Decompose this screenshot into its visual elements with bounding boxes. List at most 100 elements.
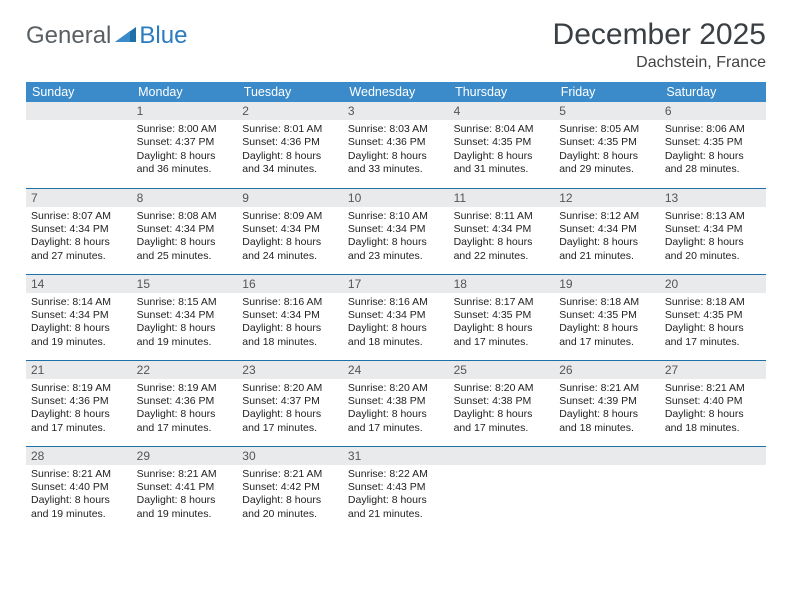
title-block: December 2025 Dachstein, France: [553, 18, 766, 72]
calendar-cell: 27Sunrise: 8:21 AMSunset: 4:40 PMDayligh…: [660, 360, 766, 446]
sunrise-line: Sunrise: 8:04 AM: [454, 123, 550, 136]
daylight-line: Daylight: 8 hours and 17 minutes.: [559, 322, 655, 349]
daylight-line: Daylight: 8 hours and 29 minutes.: [559, 150, 655, 177]
daylight-line: Daylight: 8 hours and 17 minutes.: [454, 322, 550, 349]
day-number: 5: [554, 102, 660, 120]
weekday-header: Sunday: [26, 82, 132, 102]
day-data: Sunrise: 8:19 AMSunset: 4:36 PMDaylight:…: [26, 379, 132, 441]
sunrise-line: Sunrise: 8:21 AM: [242, 468, 338, 481]
sunset-line: Sunset: 4:36 PM: [137, 395, 233, 408]
day-number: 22: [132, 361, 238, 379]
brand-part1: General: [26, 22, 111, 50]
daylight-line: Daylight: 8 hours and 17 minutes.: [665, 322, 761, 349]
day-number: 23: [237, 361, 343, 379]
day-number-empty: [26, 102, 132, 120]
calendar-cell: [449, 446, 555, 532]
daylight-line: Daylight: 8 hours and 20 minutes.: [242, 494, 338, 521]
day-number: 24: [343, 361, 449, 379]
sunset-line: Sunset: 4:35 PM: [454, 136, 550, 149]
sunset-line: Sunset: 4:34 PM: [137, 309, 233, 322]
day-number: 12: [554, 189, 660, 207]
sunset-line: Sunset: 4:36 PM: [31, 395, 127, 408]
day-data: Sunrise: 8:20 AMSunset: 4:38 PMDaylight:…: [343, 379, 449, 441]
sunset-line: Sunset: 4:34 PM: [31, 223, 127, 236]
sunrise-line: Sunrise: 8:19 AM: [31, 382, 127, 395]
calendar-cell: 28Sunrise: 8:21 AMSunset: 4:40 PMDayligh…: [26, 446, 132, 532]
day-number: 26: [554, 361, 660, 379]
sunset-line: Sunset: 4:34 PM: [137, 223, 233, 236]
sunset-line: Sunset: 4:34 PM: [31, 309, 127, 322]
sunset-line: Sunset: 4:34 PM: [242, 223, 338, 236]
daylight-line: Daylight: 8 hours and 22 minutes.: [454, 236, 550, 263]
day-data: Sunrise: 8:17 AMSunset: 4:35 PMDaylight:…: [449, 293, 555, 355]
day-data: Sunrise: 8:21 AMSunset: 4:39 PMDaylight:…: [554, 379, 660, 441]
day-number: 31: [343, 447, 449, 465]
sunset-line: Sunset: 4:36 PM: [348, 136, 444, 149]
day-number: 13: [660, 189, 766, 207]
sunrise-line: Sunrise: 8:21 AM: [31, 468, 127, 481]
sunrise-line: Sunrise: 8:21 AM: [665, 382, 761, 395]
sunrise-line: Sunrise: 8:20 AM: [348, 382, 444, 395]
day-number: 25: [449, 361, 555, 379]
day-number: 3: [343, 102, 449, 120]
daylight-line: Daylight: 8 hours and 25 minutes.: [137, 236, 233, 263]
day-number: 30: [237, 447, 343, 465]
day-data: Sunrise: 8:19 AMSunset: 4:36 PMDaylight:…: [132, 379, 238, 441]
day-number: 4: [449, 102, 555, 120]
sunset-line: Sunset: 4:40 PM: [665, 395, 761, 408]
calendar-cell: 21Sunrise: 8:19 AMSunset: 4:36 PMDayligh…: [26, 360, 132, 446]
day-data: Sunrise: 8:00 AMSunset: 4:37 PMDaylight:…: [132, 120, 238, 182]
calendar-cell: 26Sunrise: 8:21 AMSunset: 4:39 PMDayligh…: [554, 360, 660, 446]
day-data: Sunrise: 8:16 AMSunset: 4:34 PMDaylight:…: [343, 293, 449, 355]
daylight-line: Daylight: 8 hours and 18 minutes.: [348, 322, 444, 349]
calendar-cell: 2Sunrise: 8:01 AMSunset: 4:36 PMDaylight…: [237, 102, 343, 188]
header: General Blue December 2025 Dachstein, Fr…: [26, 18, 766, 72]
day-data: Sunrise: 8:05 AMSunset: 4:35 PMDaylight:…: [554, 120, 660, 182]
brand-part2: Blue: [139, 22, 187, 50]
sunrise-line: Sunrise: 8:19 AM: [137, 382, 233, 395]
daylight-line: Daylight: 8 hours and 18 minutes.: [559, 408, 655, 435]
sunrise-line: Sunrise: 8:05 AM: [559, 123, 655, 136]
day-data: Sunrise: 8:10 AMSunset: 4:34 PMDaylight:…: [343, 207, 449, 269]
daylight-line: Daylight: 8 hours and 33 minutes.: [348, 150, 444, 177]
day-number: 7: [26, 189, 132, 207]
day-data: Sunrise: 8:03 AMSunset: 4:36 PMDaylight:…: [343, 120, 449, 182]
sunrise-line: Sunrise: 8:14 AM: [31, 296, 127, 309]
day-data: Sunrise: 8:08 AMSunset: 4:34 PMDaylight:…: [132, 207, 238, 269]
calendar-cell: 15Sunrise: 8:15 AMSunset: 4:34 PMDayligh…: [132, 274, 238, 360]
calendar-cell: 30Sunrise: 8:21 AMSunset: 4:42 PMDayligh…: [237, 446, 343, 532]
day-data: Sunrise: 8:06 AMSunset: 4:35 PMDaylight:…: [660, 120, 766, 182]
location-label: Dachstein, France: [553, 54, 766, 72]
day-data: Sunrise: 8:20 AMSunset: 4:38 PMDaylight:…: [449, 379, 555, 441]
day-number: 10: [343, 189, 449, 207]
day-data: Sunrise: 8:11 AMSunset: 4:34 PMDaylight:…: [449, 207, 555, 269]
calendar-cell: 12Sunrise: 8:12 AMSunset: 4:34 PMDayligh…: [554, 188, 660, 274]
page-title: December 2025: [553, 18, 766, 52]
calendar-cell: 4Sunrise: 8:04 AMSunset: 4:35 PMDaylight…: [449, 102, 555, 188]
sunset-line: Sunset: 4:40 PM: [31, 481, 127, 494]
calendar-row: 21Sunrise: 8:19 AMSunset: 4:36 PMDayligh…: [26, 360, 766, 446]
sunrise-line: Sunrise: 8:10 AM: [348, 210, 444, 223]
sunrise-line: Sunrise: 8:18 AM: [559, 296, 655, 309]
day-number: 15: [132, 275, 238, 293]
sunset-line: Sunset: 4:35 PM: [559, 309, 655, 322]
day-number: 18: [449, 275, 555, 293]
calendar-cell: 10Sunrise: 8:10 AMSunset: 4:34 PMDayligh…: [343, 188, 449, 274]
sunrise-line: Sunrise: 8:22 AM: [348, 468, 444, 481]
daylight-line: Daylight: 8 hours and 17 minutes.: [242, 408, 338, 435]
day-data: Sunrise: 8:22 AMSunset: 4:43 PMDaylight:…: [343, 465, 449, 527]
sunset-line: Sunset: 4:35 PM: [454, 309, 550, 322]
sunset-line: Sunset: 4:34 PM: [348, 309, 444, 322]
weekday-header: Friday: [554, 82, 660, 102]
day-number: 29: [132, 447, 238, 465]
calendar-cell: 9Sunrise: 8:09 AMSunset: 4:34 PMDaylight…: [237, 188, 343, 274]
day-number: 16: [237, 275, 343, 293]
daylight-line: Daylight: 8 hours and 17 minutes.: [454, 408, 550, 435]
day-number: 11: [449, 189, 555, 207]
calendar-cell: 11Sunrise: 8:11 AMSunset: 4:34 PMDayligh…: [449, 188, 555, 274]
sunset-line: Sunset: 4:38 PM: [348, 395, 444, 408]
sunrise-line: Sunrise: 8:12 AM: [559, 210, 655, 223]
day-data: Sunrise: 8:12 AMSunset: 4:34 PMDaylight:…: [554, 207, 660, 269]
calendar-row: 28Sunrise: 8:21 AMSunset: 4:40 PMDayligh…: [26, 446, 766, 532]
day-number: 20: [660, 275, 766, 293]
